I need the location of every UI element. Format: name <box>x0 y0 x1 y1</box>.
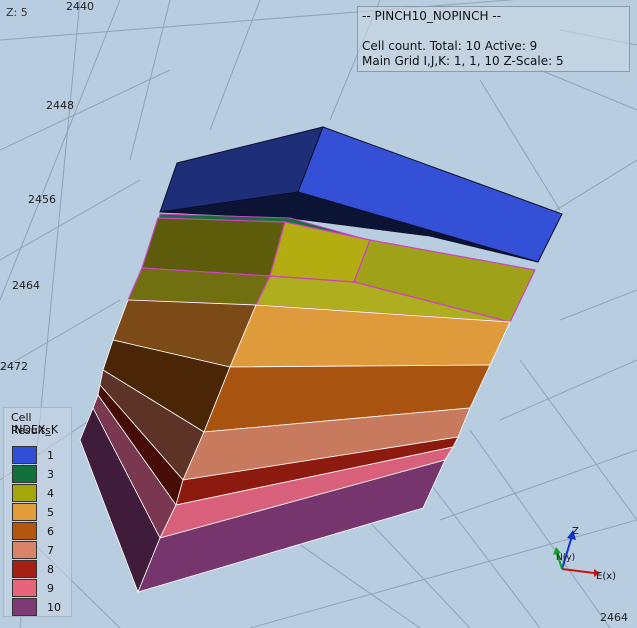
color-legend: Cell Results: INDEX_K 1 3 4 5 6 7 8 9 10 <box>3 407 72 617</box>
axis-tick-label: 2440 <box>66 0 94 13</box>
z-axis-label: Z <box>572 526 579 537</box>
cell-count-text: Cell count. Total: 10 Active: 9 <box>362 39 538 53</box>
grid-cell-k10[interactable] <box>79 407 446 594</box>
case-title: -- PINCH10_NOPINCH -- <box>362 9 501 23</box>
legend-header: Cell Results: <box>11 411 55 437</box>
axis-tick-label: 2472 <box>0 360 28 373</box>
legend-swatch <box>12 465 37 483</box>
x-axis-label: E(x) <box>596 571 616 582</box>
legend-value: 6 <box>47 525 54 538</box>
legend-value: 5 <box>47 506 54 519</box>
info-box: -- PINCH10_NOPINCH -- Cell count. Total:… <box>357 6 630 72</box>
axis-tick-label: 2464 <box>600 611 628 624</box>
legend-value: 8 <box>47 563 54 576</box>
legend-value: 9 <box>47 582 54 595</box>
legend-result-name: INDEX_K <box>11 423 59 436</box>
legend-value: 1 <box>47 449 54 462</box>
legend-swatch <box>12 446 37 464</box>
legend-swatch <box>12 598 37 616</box>
grid-cell-k1[interactable] <box>159 126 563 263</box>
axis-tick-label: 2448 <box>46 99 74 112</box>
legend-swatch <box>12 503 37 521</box>
legend-value: 7 <box>47 544 54 557</box>
legend-swatch <box>12 484 37 502</box>
axis-tick-label: 2464 <box>12 279 40 292</box>
legend-value: 3 <box>47 468 54 481</box>
legend-swatch <box>12 522 37 540</box>
legend-swatch <box>12 579 37 597</box>
y-axis-label: N(y) <box>556 553 575 563</box>
legend-swatch <box>12 541 37 559</box>
z-scale-label: Z: 5 <box>6 6 28 19</box>
legend-value: 10 <box>47 601 61 614</box>
axes-gizmo: Z N(y) E(x) <box>553 526 616 582</box>
legend-swatch <box>12 560 37 578</box>
axis-tick-label: 2456 <box>28 193 56 206</box>
main-grid-text: Main Grid I,J,K: 1, 1, 10 Z-Scale: 5 <box>362 54 564 68</box>
legend-value: 4 <box>47 487 54 500</box>
